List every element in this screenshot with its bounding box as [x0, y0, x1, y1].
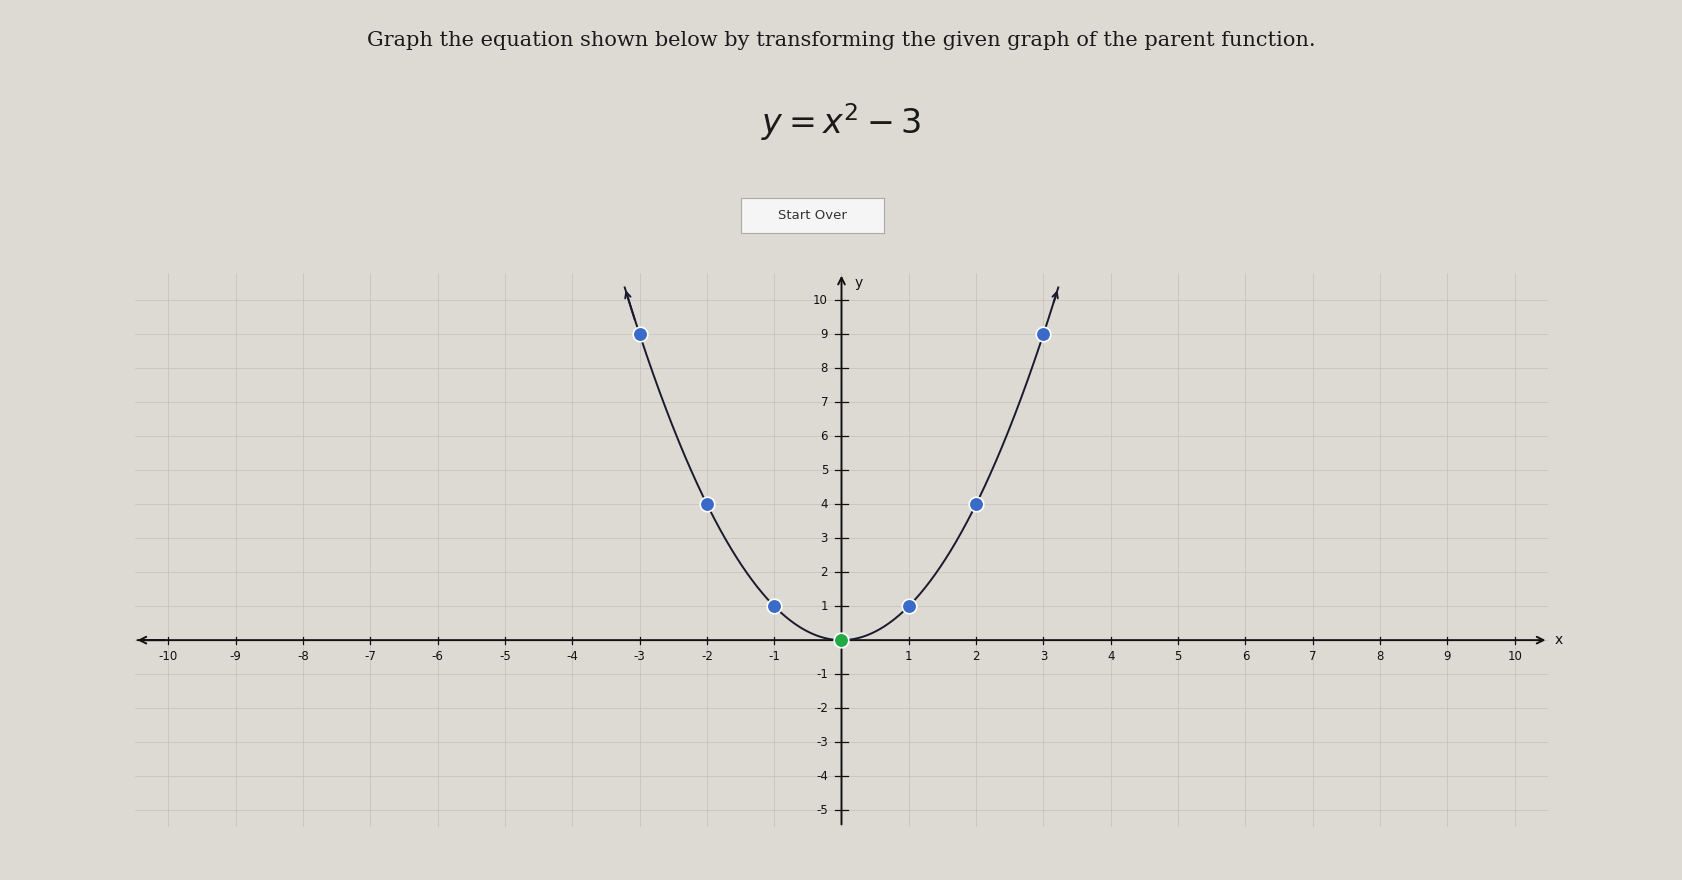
Text: -5: -5	[500, 650, 510, 664]
Text: 6: 6	[821, 429, 828, 443]
Text: 8: 8	[1376, 650, 1383, 664]
Text: -1: -1	[767, 650, 780, 664]
Text: -10: -10	[158, 650, 178, 664]
Text: -3: -3	[816, 736, 828, 749]
Text: 10: 10	[812, 294, 828, 306]
Point	[760, 599, 787, 613]
Text: $y = x^2 - 3$: $y = x^2 - 3$	[760, 101, 922, 143]
Text: Graph the equation shown below by transforming the given graph of the parent fun: Graph the equation shown below by transf…	[367, 31, 1315, 50]
Point	[1029, 327, 1056, 341]
Text: -2: -2	[700, 650, 713, 664]
Text: 1: 1	[905, 650, 912, 664]
Text: -1: -1	[816, 668, 828, 680]
Text: -9: -9	[229, 650, 242, 664]
Text: 4: 4	[821, 497, 828, 510]
Text: Start Over: Start Over	[777, 209, 846, 222]
Text: 7: 7	[821, 395, 828, 408]
Point	[962, 497, 989, 511]
Text: -4: -4	[816, 770, 828, 782]
Text: 2: 2	[821, 566, 828, 579]
Text: 10: 10	[1507, 650, 1521, 664]
Text: 2: 2	[972, 650, 979, 664]
Text: -2: -2	[816, 701, 828, 715]
Text: 7: 7	[1309, 650, 1315, 664]
Text: 9: 9	[821, 327, 828, 341]
Text: -5: -5	[816, 803, 828, 817]
Text: 4: 4	[1107, 650, 1113, 664]
Text: -7: -7	[363, 650, 377, 664]
Text: 5: 5	[821, 464, 828, 477]
Point	[626, 327, 653, 341]
Text: 8: 8	[821, 362, 828, 375]
Text: -3: -3	[634, 650, 644, 664]
Point	[693, 497, 720, 511]
Text: 3: 3	[1039, 650, 1046, 664]
Text: -6: -6	[431, 650, 444, 664]
Text: -8: -8	[298, 650, 308, 664]
Text: -4: -4	[565, 650, 579, 664]
Point	[895, 599, 922, 613]
Text: 3: 3	[821, 532, 828, 545]
Point	[828, 633, 854, 647]
Text: 9: 9	[1443, 650, 1450, 664]
Text: 6: 6	[1241, 650, 1248, 664]
Text: x: x	[1554, 633, 1563, 647]
Text: y: y	[854, 276, 863, 290]
Text: 1: 1	[821, 599, 828, 612]
Text: 5: 5	[1174, 650, 1181, 664]
